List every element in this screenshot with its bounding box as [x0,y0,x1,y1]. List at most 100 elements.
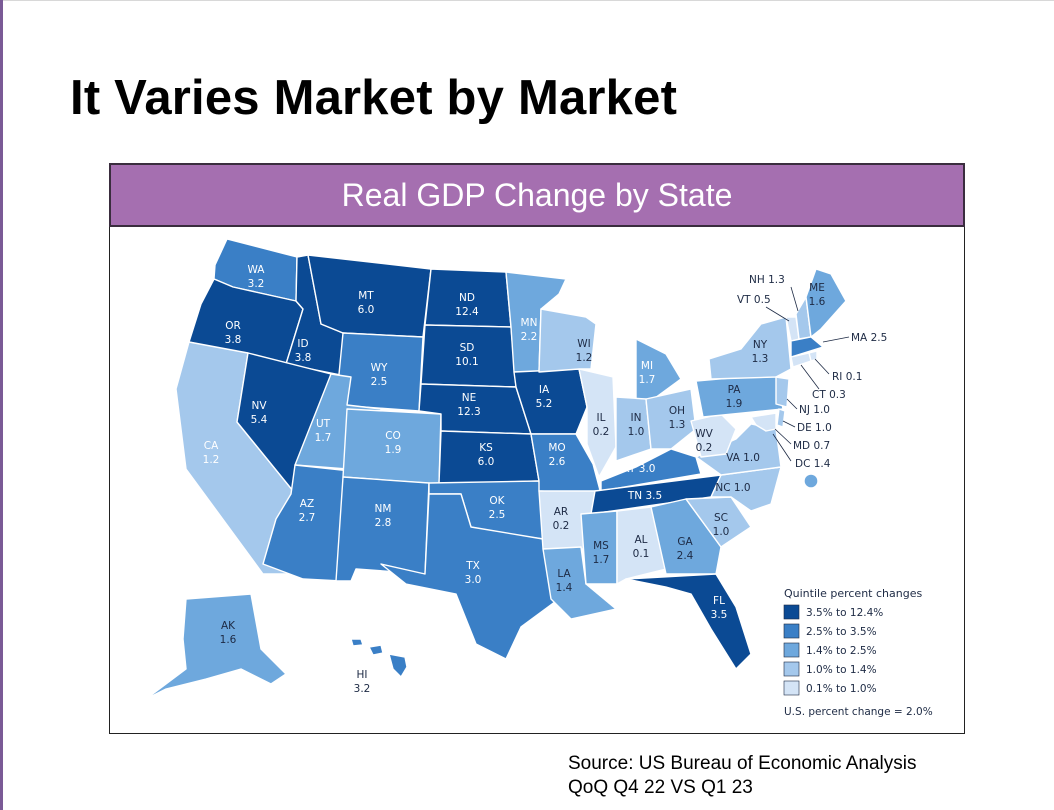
state-IL [578,368,617,478]
state-AL [616,506,667,585]
label-AL: AL 0.1 [633,534,650,560]
label-WA-value: 3.2 [248,278,265,290]
label-PA: PA 1.9 [726,384,743,410]
label-FL: FL 3.5 [711,595,728,621]
callout-MA: MA 2.5 [851,332,887,344]
state-LA [542,546,617,620]
callout-line-VT [765,306,790,322]
source-note: Source: US Bureau of Economic Analysis Q… [568,752,917,800]
state-MA [790,336,824,358]
callout-line-NJ [786,398,798,410]
legend-swatch-q2 [783,623,800,639]
label-TX: TX 3.0 [465,560,482,586]
slide-accent-stripe [0,0,3,810]
state-AK [145,593,287,700]
callout-line-DC [772,433,792,462]
callout-VT: VT 0.5 [737,294,771,306]
label-AZ: AZ 2.7 [299,498,316,524]
state-DC [803,473,819,489]
label-MN: MN 2.2 [521,317,538,343]
label-ME: ME 1.6 [809,282,826,308]
source-line-1: Source: US Bureau of Economic Analysis [568,753,917,774]
label-WA: WA 3.2 [248,264,266,290]
label-WA-code: WA [248,264,266,276]
label-NM: NM 2.8 [375,503,392,529]
label-WI: WI 1.2 [576,338,593,364]
state-GA [650,498,722,575]
map-header: Real GDP Change by State [109,163,965,227]
source-line-2: QoQ Q4 22 VS Q1 23 [568,777,753,798]
label-ID: ID 3.8 [295,338,312,364]
slide-title: It Varies Market by Market [70,71,678,125]
label-AK: AK 1.6 [220,620,237,646]
label-HI: HI 3.2 [354,669,371,695]
legend-swatch-q3 [783,642,800,658]
label-MO: MO 2.6 [548,442,565,468]
us-gdp-map: WA 3.2 OR 3.8 CA 1.2 ID 3.8 NV 5.4 MT 6.0 WY 2.… [145,238,933,718]
callout-DC: DC 1.4 [795,458,831,470]
label-NC: NC 1.0 [715,482,750,494]
slide-top-rule [3,0,1054,1]
label-LA: LA 1.4 [556,568,573,594]
state-TX [380,493,560,660]
state-MD [750,412,777,432]
state-OH [645,388,697,450]
callout-NH: NH 1.3 [749,274,785,286]
legend-label-q2: 2.5% to 3.5% [806,626,877,638]
state-WI [538,308,597,373]
state-NJ [775,376,790,408]
legend-label-q1: 3.5% to 12.4% [806,607,883,619]
label-MT: MT 6.0 [358,290,375,316]
callout-MD: MD 0.7 [793,440,830,452]
label-CA: CA 1.2 [203,440,220,466]
callout-line-MD [774,428,792,445]
label-IA: IA 5.2 [536,384,553,410]
callout-DE: DE 1.0 [797,422,832,434]
callout-line-CT [800,364,820,390]
label-WY: WY 2.5 [371,362,388,388]
label-SD: SD 10.1 [455,342,478,368]
map-legend: Quintile percent changes 3.5% to 12.4% 2… [783,587,933,718]
state-FL [625,573,752,670]
label-OK: OK 2.5 [489,495,506,521]
label-MI: MI 1.7 [639,360,656,386]
label-NY: NY 1.3 [752,339,769,365]
callout-line-DE [782,420,796,428]
label-OH: OH 1.3 [669,405,686,431]
label-TN: TN 3.5 [627,490,662,502]
callout-line-MA [822,336,850,343]
label-IL: IL 0.2 [593,412,610,438]
legend-label-q4: 1.0% to 1.4% [806,664,877,676]
label-WV: WV 0.2 [695,428,713,454]
state-HI [350,638,408,678]
callout-NJ: NJ 1.0 [799,404,830,416]
label-MS: MS 1.7 [593,540,610,566]
map-header-title: Real GDP Change by State [341,176,733,213]
label-CO: CO 1.9 [385,430,402,456]
legend-title: Quintile percent changes [784,587,922,600]
label-NV: NV 5.4 [251,400,268,426]
label-UT: UT 1.7 [315,418,332,444]
callout-CT: CT 0.3 [812,389,846,401]
callout-RI: RI 0.1 [832,371,862,383]
legend-label-q3: 1.4% to 2.5% [806,645,877,657]
callout-line-NH [790,286,799,312]
label-ND: ND 12.4 [455,292,479,318]
label-KY: KY 3.0 [623,463,656,475]
legend-swatch-q5 [783,680,800,696]
label-GA: GA 2.4 [677,536,694,562]
label-VA: VA 1.0 [726,452,760,464]
label-SC: SC 1.0 [713,512,730,538]
label-KS: KS 6.0 [478,442,495,468]
legend-swatch-q4 [783,661,800,677]
legend-swatch-q1 [783,604,800,620]
state-DE [776,408,786,428]
state-CT [790,352,812,368]
state-NY [708,316,792,380]
label-OR: OR 3.8 [225,320,242,346]
legend-label-q5: 0.1% to 1.0% [806,683,877,695]
label-NE: NE 12.3 [457,392,480,418]
callout-line-RI [814,358,830,375]
legend-footer: U.S. percent change = 2.0% [784,706,933,718]
label-AR: AR 0.2 [553,506,570,532]
